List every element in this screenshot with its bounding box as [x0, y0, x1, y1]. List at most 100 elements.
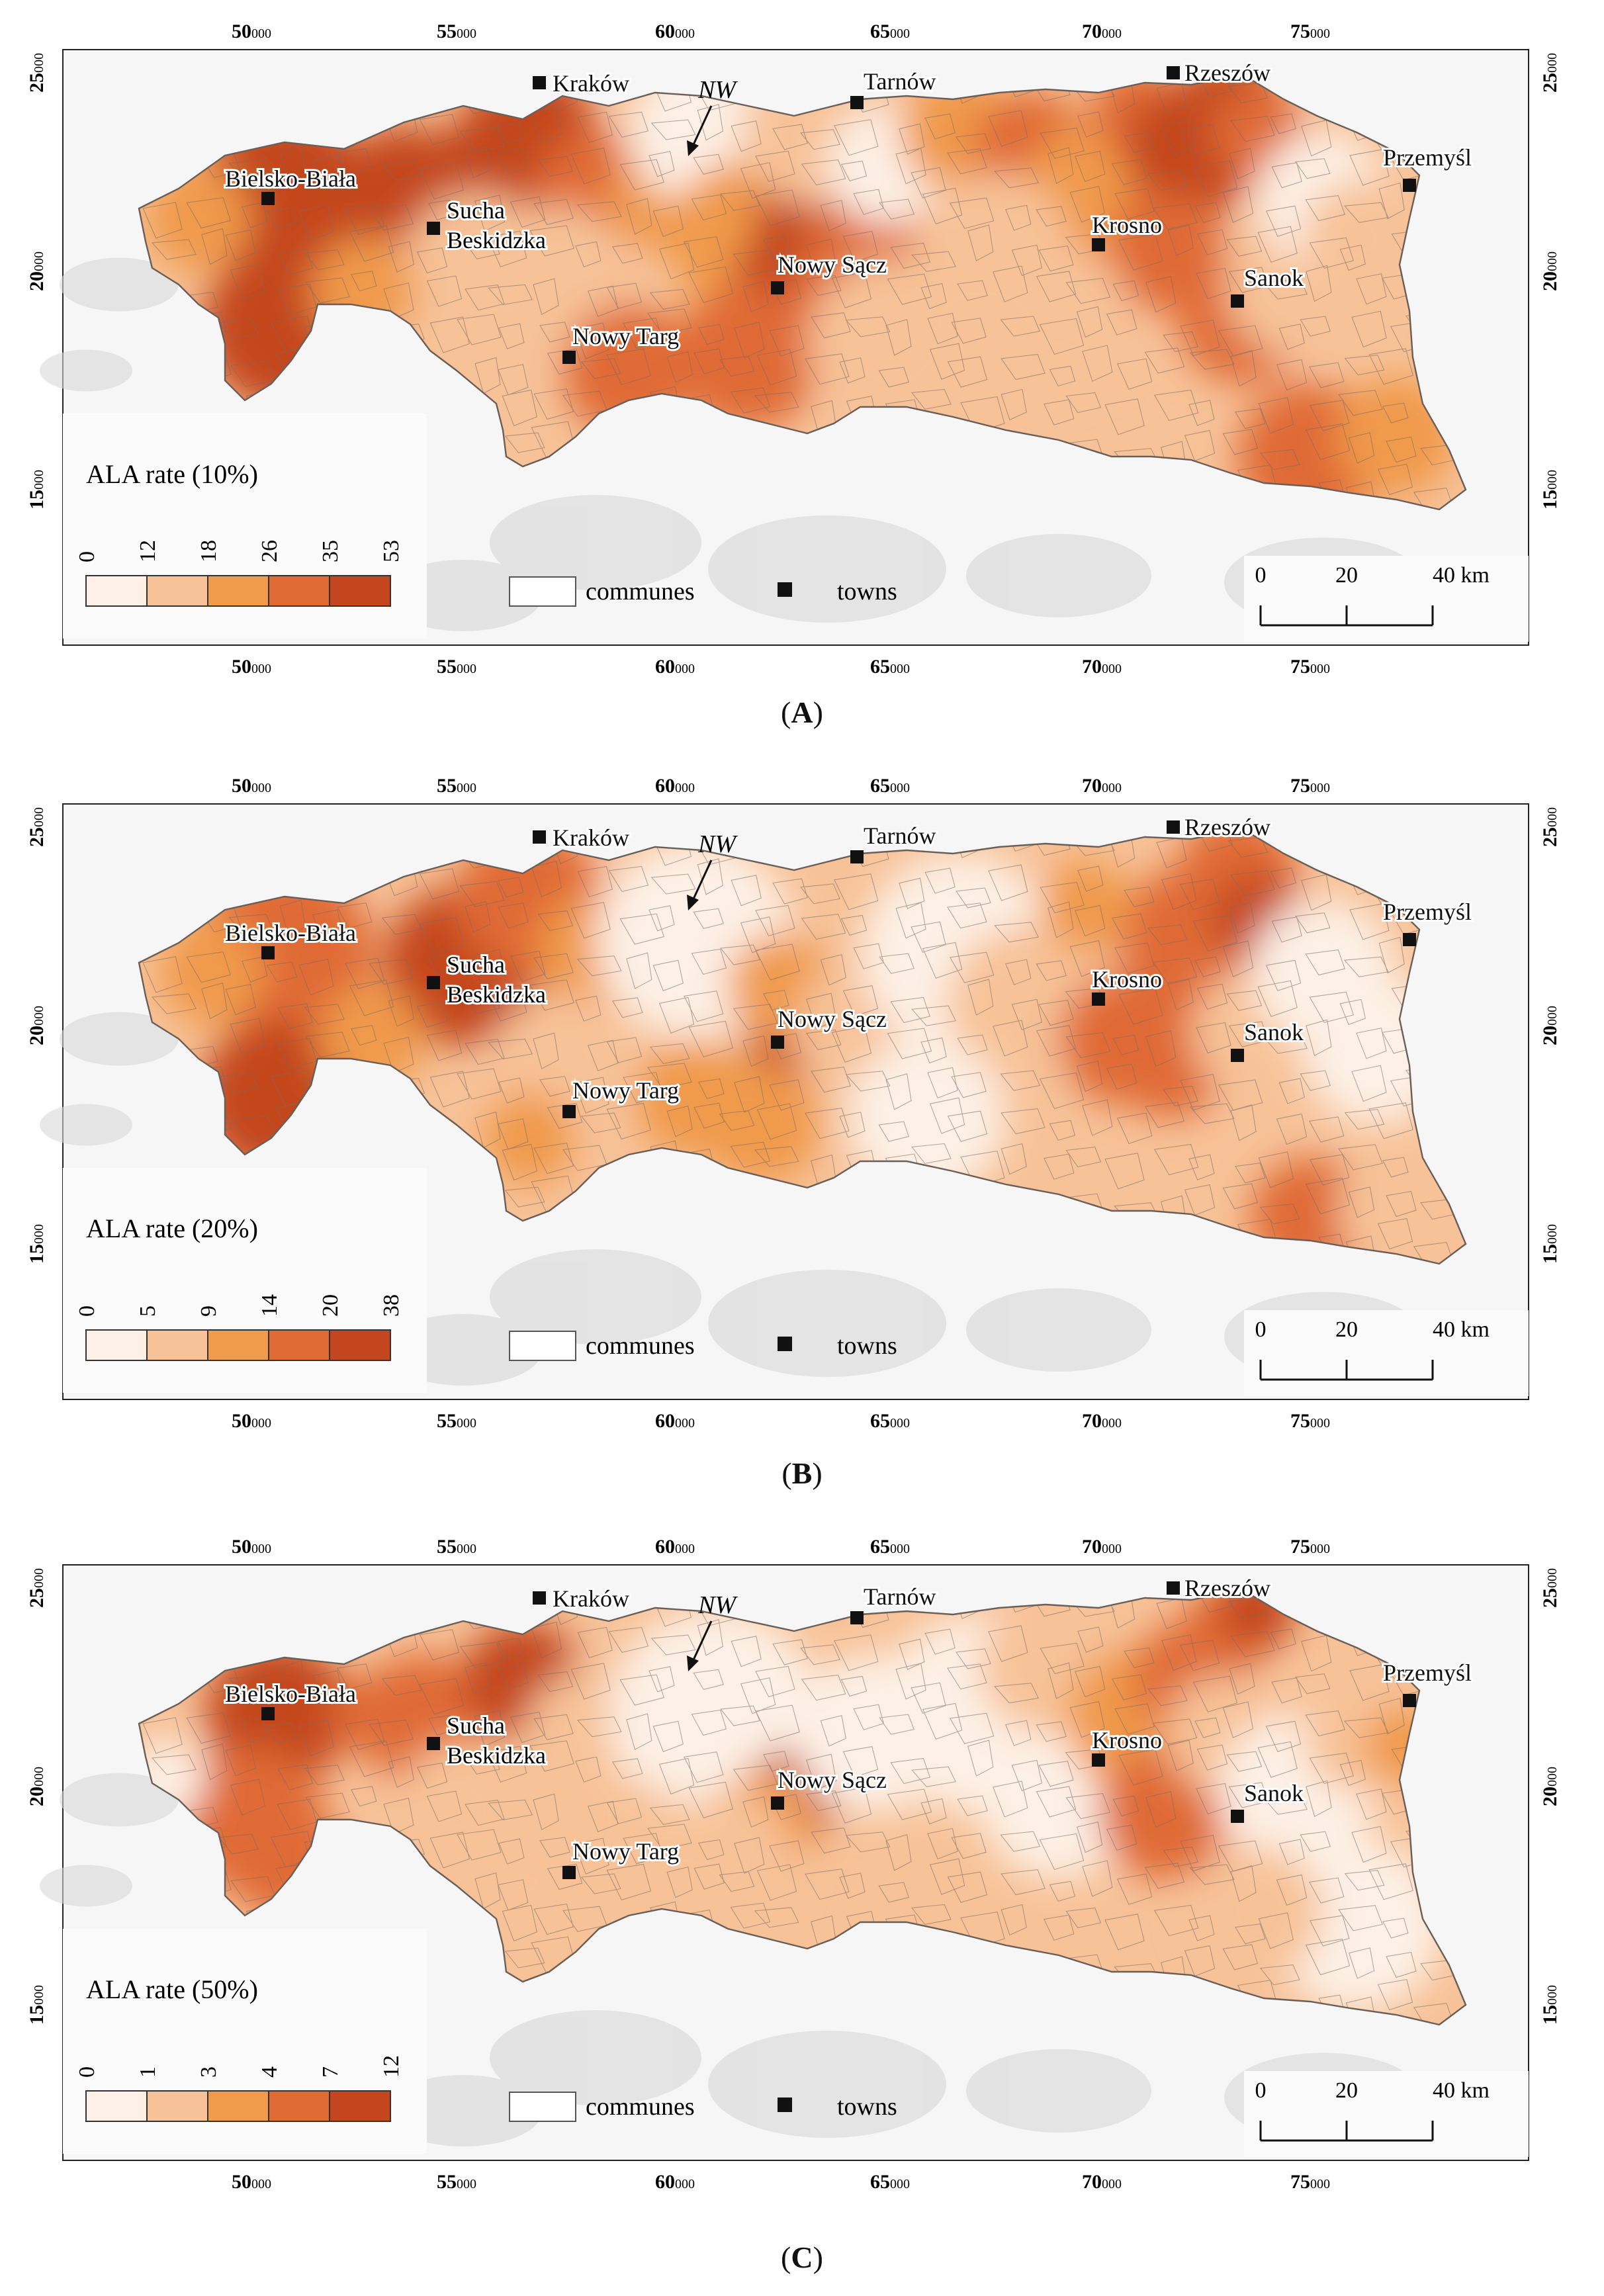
north-label: NW	[697, 830, 738, 858]
town-label: Sanok	[1244, 1019, 1304, 1045]
legend-title: ALA rate (20%)	[86, 1214, 258, 1243]
scale-bar-label: 0	[1255, 563, 1267, 588]
town-marker	[1231, 294, 1244, 308]
town-marker	[261, 192, 275, 205]
town-marker	[1403, 933, 1416, 946]
town-label: Bielsko-Biała	[225, 1681, 356, 1707]
town-marker	[771, 281, 784, 294]
town-label: Przemyśl	[1383, 144, 1472, 171]
map-panel-c: 50000 50000 55000 55000 60000 60000 65000 65000…	[0, 1515, 1604, 2296]
towns-legend-marker	[778, 2097, 792, 2112]
x-tick-label: 70000	[1082, 656, 1122, 678]
x-tick-label: 60000	[655, 21, 695, 42]
y-tick-label: 20000	[1539, 251, 1561, 291]
x-tick-label: 75000	[1290, 2171, 1330, 2193]
town-marker	[771, 1796, 784, 1810]
x-tick-label: 60000	[655, 1536, 695, 1558]
towns-label: towns	[837, 578, 897, 605]
town-label: Sanok	[1244, 1780, 1304, 1806]
legend-break: 53	[379, 540, 404, 562]
x-tick-label: 70000	[1082, 21, 1122, 42]
town-label: Krosno	[1092, 966, 1162, 993]
map-c: 50000 50000 55000 55000 60000 60000 65000 65000…	[26, 1536, 1561, 2193]
legend-break: 0	[75, 1305, 99, 1317]
legend-break: 3	[197, 2066, 221, 2078]
town-marker	[1092, 238, 1105, 251]
commune-fill	[139, 78, 1466, 509]
town-marker	[562, 1866, 576, 1879]
towns-label: towns	[837, 1332, 897, 1360]
x-tick-label: 55000	[437, 1410, 476, 1432]
region-outline	[138, 77, 1467, 511]
town-label: Krosno	[1092, 212, 1162, 238]
x-tick-label: 65000	[870, 656, 910, 678]
town-label: Bielsko-Biała	[225, 920, 356, 946]
x-tick-label: 55000	[437, 775, 476, 797]
map-panel-b: 50000 50000 55000 55000 60000 60000 65000 65000…	[0, 754, 1604, 1515]
town-label: Beskidzka	[447, 1742, 546, 1769]
legend-break: 0	[75, 2066, 99, 2078]
town-label: Beskidzka	[447, 227, 546, 253]
x-tick-label: 55000	[437, 2171, 476, 2193]
panel-caption: (A)	[781, 695, 823, 729]
town-label: Rzeszów	[1184, 814, 1270, 840]
communes-label: communes	[586, 2093, 695, 2121]
legend: ALA rate (20%) 0 5 9 14 20 38	[63, 1168, 427, 1393]
town-marker	[261, 946, 275, 959]
legend-break: 20	[318, 1294, 343, 1317]
hillshade	[40, 257, 1423, 631]
map-b: 50000 50000 55000 55000 60000 60000 65000 65000…	[26, 775, 1561, 1432]
north-label: NW	[697, 76, 738, 104]
town-marker	[1092, 993, 1105, 1006]
map-panel-a: 50000 50000 55000 55000 60000 60000 65000 65000…	[0, 0, 1604, 754]
y-tick-label: 25000	[26, 807, 48, 847]
town-marker	[427, 976, 440, 989]
town-label: Kraków	[553, 1585, 629, 1612]
town-marker	[850, 850, 864, 863]
legend-swatch	[329, 575, 391, 607]
legend-break: 26	[257, 540, 282, 562]
scale-bar-label: 40 km	[1433, 1317, 1490, 1342]
legend: ALA rate (50%) 0 1 3 4 7 12	[63, 1929, 427, 2154]
y-tick-label: 25000	[1539, 1568, 1561, 1608]
x-tick-label: 70000	[1082, 2171, 1122, 2193]
panel-caption: (B)	[781, 1456, 823, 1490]
region-outline	[138, 1592, 1467, 2026]
legend-swatch	[207, 2090, 269, 2122]
x-tick-label: 50000	[232, 1536, 271, 1558]
communes-label: communes	[586, 1332, 695, 1360]
town-label: Sucha	[447, 951, 505, 978]
y-tick-label: 15000	[1539, 470, 1561, 509]
town-label: Rzeszów	[1184, 60, 1270, 86]
town-label: Tarnów	[864, 822, 936, 849]
legend-swatch	[85, 575, 148, 607]
x-tick-label: 50000	[232, 656, 271, 678]
town-marker	[562, 1105, 576, 1118]
x-tick-label: 55000	[437, 21, 476, 42]
town-marker	[1092, 1753, 1105, 1767]
scale-bar-label: 40 km	[1433, 2078, 1490, 2103]
town-label: Nowy Targ	[572, 1077, 679, 1104]
town-marker	[1403, 179, 1416, 192]
legend-break: 4	[257, 2066, 282, 2078]
town-label: Nowy Sącz	[778, 1767, 887, 1793]
y-tick-label: 15000	[1539, 1224, 1561, 1264]
x-tick-label: 50000	[232, 1410, 271, 1432]
town-label: Rzeszów	[1184, 1575, 1270, 1601]
y-tick-label: 20000	[26, 251, 48, 291]
town-marker	[1231, 1049, 1244, 1062]
legend-title: ALA rate (10%)	[86, 459, 258, 489]
x-tick-label: 75000	[1290, 1536, 1330, 1558]
legend-swatch	[207, 575, 269, 607]
town-marker	[1231, 1810, 1244, 1823]
x-tick-label: 65000	[870, 2171, 910, 2193]
x-tick-label: 50000	[232, 775, 271, 797]
town-marker	[533, 830, 546, 844]
town-label: Sucha	[447, 197, 505, 224]
x-tick-label: 60000	[655, 775, 695, 797]
panel-caption: (C)	[781, 2240, 823, 2274]
x-tick-label: 50000	[232, 2171, 271, 2193]
town-marker	[1167, 1581, 1180, 1595]
town-label: Przemyśl	[1383, 899, 1472, 925]
town-marker	[562, 351, 576, 364]
